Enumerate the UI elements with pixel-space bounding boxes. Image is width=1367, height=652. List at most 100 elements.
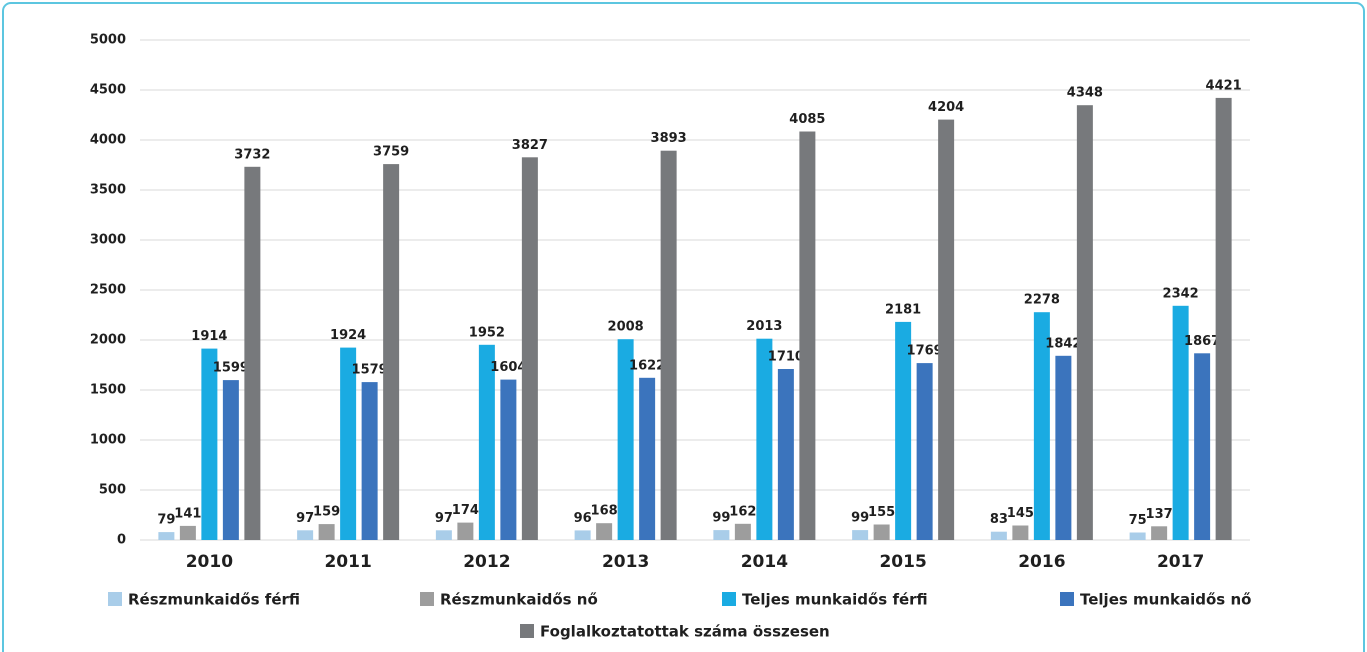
bar bbox=[1055, 355, 1072, 540]
value-label: 4421 bbox=[1206, 78, 1242, 93]
value-label: 159 bbox=[313, 505, 340, 520]
y-tick-label: 5000 bbox=[90, 33, 126, 48]
bar bbox=[574, 530, 591, 540]
bar bbox=[916, 363, 933, 540]
bar bbox=[1129, 532, 1146, 540]
value-label: 1622 bbox=[629, 358, 665, 373]
x-tick-label: 2012 bbox=[463, 552, 510, 572]
value-label: 79 bbox=[157, 513, 175, 528]
bar bbox=[222, 380, 239, 540]
bar bbox=[1012, 525, 1029, 540]
value-label: 141 bbox=[174, 506, 201, 521]
bar bbox=[777, 369, 794, 540]
bar bbox=[873, 524, 890, 540]
value-label: 174 bbox=[452, 503, 479, 518]
bar bbox=[435, 530, 452, 540]
value-label: 1867 bbox=[1184, 334, 1220, 349]
bar bbox=[617, 339, 634, 540]
value-label: 3732 bbox=[234, 147, 270, 162]
value-label: 1710 bbox=[768, 350, 804, 365]
legend-label: Részmunkaidős nő bbox=[440, 591, 598, 609]
bar bbox=[361, 382, 378, 540]
bar bbox=[713, 530, 730, 540]
legend-label: Foglalkoztatottak száma összesen bbox=[540, 623, 830, 641]
bar bbox=[734, 523, 751, 540]
bar bbox=[660, 150, 677, 540]
x-tick-label: 2016 bbox=[1018, 552, 1065, 572]
value-label: 99 bbox=[851, 511, 869, 526]
bar bbox=[244, 166, 261, 541]
bar bbox=[340, 347, 357, 540]
bar bbox=[938, 119, 955, 540]
bar bbox=[521, 157, 538, 541]
value-label: 155 bbox=[868, 505, 895, 520]
legend-swatch bbox=[722, 592, 736, 606]
value-label: 99 bbox=[712, 511, 730, 526]
legend-label: Teljes munkaidős nő bbox=[1080, 591, 1251, 609]
bar bbox=[158, 532, 175, 540]
bar bbox=[596, 523, 613, 540]
y-tick-label: 1000 bbox=[90, 433, 126, 448]
bar bbox=[1194, 353, 1211, 540]
y-tick-label: 3000 bbox=[90, 233, 126, 248]
value-label: 2278 bbox=[1024, 293, 1060, 308]
value-label: 162 bbox=[729, 504, 756, 519]
bar bbox=[895, 321, 912, 540]
value-label: 97 bbox=[435, 511, 453, 526]
bar bbox=[1076, 105, 1093, 540]
value-label: 97 bbox=[296, 511, 314, 526]
legend-swatch bbox=[520, 624, 534, 638]
bar bbox=[1215, 97, 1232, 541]
y-tick-label: 4500 bbox=[90, 83, 126, 98]
bar bbox=[852, 530, 869, 540]
legend-label: Részmunkaidős férfi bbox=[128, 591, 300, 609]
y-tick-label: 2500 bbox=[90, 283, 126, 298]
legend-label: Teljes munkaidős férfi bbox=[742, 591, 928, 609]
value-label: 1914 bbox=[191, 329, 227, 344]
value-label: 1579 bbox=[352, 363, 388, 378]
value-label: 137 bbox=[1146, 507, 1173, 522]
y-tick-label: 2000 bbox=[90, 333, 126, 348]
legend-swatch bbox=[420, 592, 434, 606]
bar bbox=[297, 530, 314, 540]
value-label: 3759 bbox=[373, 145, 409, 160]
x-tick-label: 2017 bbox=[1157, 552, 1204, 572]
y-tick-label: 500 bbox=[99, 483, 126, 498]
legend-swatch bbox=[1060, 592, 1074, 606]
bar bbox=[990, 531, 1007, 540]
x-tick-label: 2013 bbox=[602, 552, 649, 572]
value-label: 1769 bbox=[907, 344, 943, 359]
value-label: 1952 bbox=[469, 325, 505, 340]
x-tick-label: 2014 bbox=[741, 552, 788, 572]
value-label: 1604 bbox=[490, 360, 526, 375]
x-tick-label: 2011 bbox=[324, 552, 371, 572]
y-tick-label: 0 bbox=[117, 533, 126, 548]
bar bbox=[799, 131, 816, 540]
y-tick-label: 3500 bbox=[90, 183, 126, 198]
value-label: 1924 bbox=[330, 328, 366, 343]
x-tick-label: 2015 bbox=[879, 552, 926, 572]
bar bbox=[756, 338, 773, 540]
bar bbox=[201, 348, 218, 540]
bar bbox=[639, 377, 656, 540]
value-label: 96 bbox=[574, 511, 592, 526]
y-tick-label: 1500 bbox=[90, 383, 126, 398]
value-label: 1842 bbox=[1045, 336, 1081, 351]
value-label: 2008 bbox=[608, 320, 644, 335]
value-label: 2013 bbox=[746, 319, 782, 334]
value-label: 3893 bbox=[651, 131, 687, 146]
value-label: 145 bbox=[1007, 506, 1034, 521]
bar bbox=[318, 524, 335, 540]
bar bbox=[478, 344, 495, 540]
legend-swatch bbox=[108, 592, 122, 606]
bar bbox=[1172, 305, 1189, 540]
bar bbox=[457, 522, 474, 540]
value-label: 1599 bbox=[213, 361, 249, 376]
y-tick-label: 4000 bbox=[90, 133, 126, 148]
value-label: 3827 bbox=[512, 138, 548, 153]
value-label: 2342 bbox=[1163, 286, 1199, 301]
bar bbox=[383, 164, 400, 540]
value-label: 83 bbox=[990, 512, 1008, 527]
